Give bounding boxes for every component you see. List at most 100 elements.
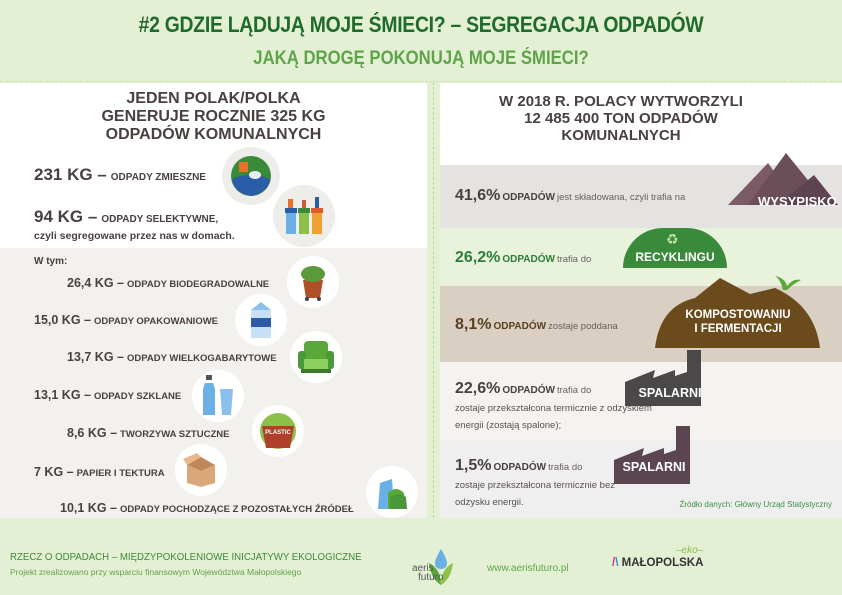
- left-heading: JEDEN POLAK/POLKA GENERUJE ROCZNIE 325 K…: [0, 90, 427, 144]
- left-heading-line: JEDEN POLAK/POLKA: [126, 90, 301, 107]
- item-kg: 13,7 KG –: [67, 350, 124, 364]
- incineration-text: 22,6% ODPADÓW trafia do: [455, 380, 591, 398]
- list-item: 13,7 KG – ODPADY WIELKOGABARYTOWE: [67, 348, 277, 366]
- plant-bin-icon: [287, 256, 339, 308]
- recycling-text: 26,2% ODPADÓW trafia do: [455, 249, 591, 267]
- malopolska-logo: /\ MAŁOPOLSKA: [612, 557, 703, 569]
- project-funding: Projekt zrealizowano przy wsparciu finan…: [10, 567, 302, 577]
- odpadow-label: ODPADÓW: [493, 462, 547, 473]
- project-title: RZECZ O ODPADACH – MIĘDZYPOKOLENIOWE INI…: [10, 551, 362, 563]
- incineration-detail: zostaje przekształcona termicznie z odzy…: [455, 400, 652, 434]
- item-label: TWORZYWA SZTUCZNE: [120, 429, 230, 440]
- incineration-no-recovery-band: SPALARNI 1,5% ODPADÓW trafia do zostaje pr…: [440, 426, 842, 518]
- right-heading: W 2018 R. POLACY WYTWORZYLI 12 485 400 T…: [440, 93, 842, 144]
- detail-line: energii (zostają spalone);: [455, 420, 562, 431]
- list-item: 26,4 KG – ODPADY BIODEGRADOWALNE: [67, 274, 269, 292]
- landfill-badge: WYSYPISKO: [758, 194, 837, 209]
- left-heading-line: GENERUJE ROCZNIE 325 KG: [101, 108, 326, 125]
- recycling-dome: [623, 228, 727, 268]
- compost-text: 8,1% ODPADÓW zostaje poddana: [455, 316, 618, 334]
- aeris-logo-text: aeris futuro: [412, 563, 444, 583]
- right-heading-line: W 2018 R. POLACY WYTWORZYLI: [499, 93, 743, 110]
- list-item: 8,6 KG – TWORZYWA SZTUCZNE: [67, 424, 229, 442]
- incineration-badge: SPALARNI: [638, 386, 702, 400]
- eko-label: –eko–: [676, 545, 704, 556]
- landfill-desc: jest składowana, czyli trafia na: [556, 192, 686, 203]
- odpadow-label: ODPADÓW: [502, 192, 555, 203]
- landfill-text: 41,6% ODPADÓW jest składowana, czyli trafi…: [455, 187, 685, 205]
- item-label: PAPIER I TEKTURA: [76, 468, 165, 479]
- item-kg: 13,1 KG –: [34, 388, 91, 402]
- odpadow-label: ODPADÓW: [502, 254, 555, 265]
- mixed-label: ODPADY ZMIESZNE: [110, 172, 206, 183]
- futuro-word: futuro: [418, 572, 444, 583]
- selective-sub: czyli segregowane przez nas w domach.: [34, 230, 235, 242]
- column-divider: [433, 82, 434, 518]
- item-kg: 26,4 KG –: [67, 276, 124, 290]
- compost-badge-line: I FERMENTACJI: [694, 323, 782, 335]
- malopolska-mark-icon: /: [612, 557, 616, 569]
- mixed-waste-row: 231 KG – ODPADY ZMIESZNE: [34, 165, 206, 185]
- svg-text:PLASTIC: PLASTIC: [265, 430, 291, 436]
- incineration-desc: trafia do: [556, 385, 592, 396]
- odpadow-label: ODPADÓW: [493, 321, 547, 332]
- item-kg: 15,0 KG –: [34, 313, 91, 327]
- selective-label: ODPADY SELEKTYWNE,: [101, 214, 219, 225]
- item-label: ODPADY WIELKOGABARYTOWE: [126, 353, 277, 364]
- list-item: 7 KG – PAPIER I TEKTURA: [34, 463, 165, 481]
- detail-line: zostaje przekształcona termicznie bez: [455, 480, 615, 491]
- factory-icon: [614, 426, 690, 484]
- item-label: ODPADY POCHODZĄCE Z POZOSTAŁYCH ŹRÓDEŁ: [119, 504, 354, 515]
- malopolska-mark-icon: \: [615, 557, 619, 569]
- right-heading-line: 12 485 400 TON ODPADÓW: [524, 110, 718, 127]
- item-kg: 8,6 KG –: [67, 426, 118, 440]
- recycle-icon: ♻: [666, 231, 679, 247]
- item-kg: 10,1 KG –: [60, 501, 117, 515]
- factory-icon: [625, 350, 701, 406]
- incineration2-desc: trafia do: [548, 462, 583, 473]
- mixed-kg: 231 KG –: [34, 165, 107, 184]
- compost-badge: KOMPOSTOWANIU I FERMENTACJI: [658, 308, 818, 336]
- recycling-band: ♻ RECYKLINGU 26,2% ODPADÓW trafia do: [440, 228, 842, 286]
- list-item: 13,1 KG – ODPADY SZKLANE: [34, 386, 181, 404]
- milk-carton-icon: [235, 294, 287, 346]
- aeris-futuro-logo: [429, 549, 453, 585]
- footer: RZECZ O ODPADACH – MIĘDZYPOKOLENIOWE INI…: [0, 520, 842, 595]
- header: #2 GDZIE LĄDUJĄ MOJE ŚMIECI? – SEGREGACJ…: [0, 0, 842, 82]
- selective-kg: 94 KG –: [34, 207, 98, 226]
- divider: [0, 81, 842, 82]
- item-label: ODPADY OPAKOWANIOWE: [93, 316, 219, 327]
- sorting-bins-icon: [273, 185, 335, 247]
- right-heading-line: KOMUNALNYCH: [561, 127, 681, 144]
- right-panel: W 2018 R. POLACY WYTWORZYLI 12 485 400 T…: [440, 83, 842, 518]
- list-item: 10,1 KG – ODPADY POCHODZĄCE Z POZOSTAŁYCH…: [60, 499, 354, 517]
- item-label: ODPADY BIODEGRADOWALNE: [126, 279, 270, 290]
- compost-desc: zostaje poddana: [548, 321, 618, 332]
- aeris-word: aeris: [412, 563, 434, 574]
- website-link[interactable]: www.aerisfuturo.pl: [487, 563, 569, 574]
- detail-line: zostaje przekształcona termicznie z odzy…: [455, 403, 652, 414]
- cardboard-box-icon: [175, 444, 227, 496]
- armchair-icon: [290, 331, 342, 383]
- item-kg: 7 KG –: [34, 465, 74, 479]
- recycling-desc: trafia do: [556, 254, 592, 265]
- detail-line: odzysku energii.: [455, 497, 524, 508]
- glass-bottle-icon: [192, 370, 244, 422]
- incineration2-detail: zostaje przekształcona termicznie bez od…: [455, 477, 615, 511]
- selective-waste-row: 94 KG – ODPADY SELEKTYWNE, czyli segregow…: [34, 207, 235, 242]
- recycling-badge: RECYKLINGU: [635, 250, 715, 264]
- mountain-icon: [728, 153, 838, 205]
- page-title: #2 GDZIE LĄDUJĄ MOJE ŚMIECI? – SEGREGACJ…: [138, 12, 704, 37]
- landfill-pct: 41,6%: [455, 187, 501, 204]
- earth-waste-icon: [222, 147, 280, 205]
- incineration2-text: 1,5% ODPADÓW trafia do: [455, 457, 582, 475]
- incineration2-pct: 1,5%: [455, 457, 492, 474]
- odpadow-label: ODPADÓW: [502, 385, 555, 396]
- left-heading-line: ODPADÓW KOMUNALNYCH: [105, 126, 322, 143]
- landfill-band: WYSYPISKO 41,6% ODPADÓW jest składowana, c…: [440, 153, 842, 228]
- incineration2-badge: SPALARNI: [622, 460, 686, 474]
- compost-band: KOMPOSTOWANIU I FERMENTACJI 8,1% ODPADÓW z…: [440, 276, 842, 362]
- recycling-pct: 26,2%: [455, 249, 501, 266]
- compost-pct: 8,1%: [455, 316, 492, 333]
- page-subtitle: JAKĄ DROGĘ POKONUJĄ MOJE ŚMIECI?: [253, 48, 589, 69]
